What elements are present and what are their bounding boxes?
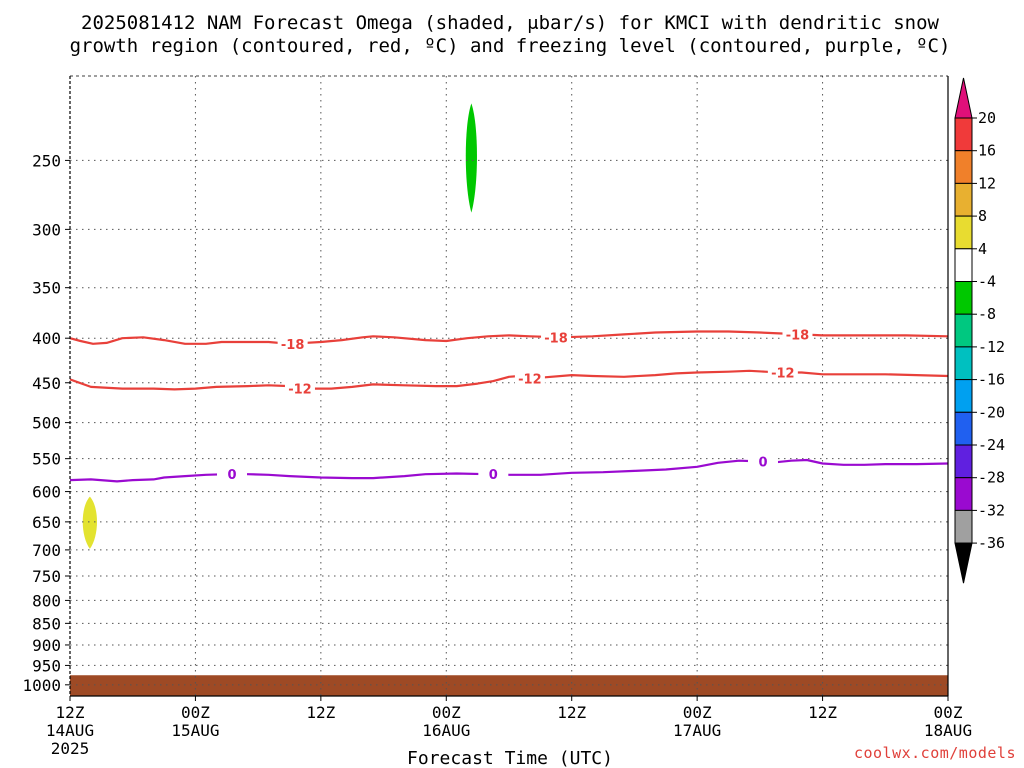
x-tick-label-48-1: 12Z	[557, 703, 586, 722]
colorbar-swatch-0	[954, 117, 973, 152]
colorbar-label-9: -20	[978, 403, 1005, 421]
colorbar-swatch-10	[954, 444, 973, 479]
y-tick-label-900: 900	[32, 636, 61, 655]
x-axis-label: Forecast Time (UTC)	[407, 748, 613, 768]
y-tick-label-350: 350	[32, 279, 61, 298]
colorbar-swatch-6	[954, 313, 973, 348]
y-tick-label-850: 850	[32, 614, 61, 633]
x-tick-label-12-1: 00Z	[181, 703, 210, 722]
x-tick-label-36-1: 00Z	[432, 703, 461, 722]
plot-area: -18 -18 -18 -12 -12 -12 0 0 0	[69, 75, 949, 697]
colorbar: 20 16 12 8 4 -4 -8 -12 -16 -20 -24 -28 -32 -36	[954, 77, 1005, 584]
colorbar-swatch-9	[954, 411, 973, 446]
y-tick-label-550: 550	[32, 450, 61, 469]
colorbar-swatch-12	[954, 509, 973, 544]
y-tick-label-650: 650	[32, 513, 61, 532]
colorbar-label-7: -12	[978, 338, 1005, 356]
colorbar-bottom-arrow	[954, 542, 973, 584]
x-tick-label-60-2: 17AUG	[673, 721, 721, 740]
y-tick-label-800: 800	[32, 591, 61, 610]
contour-line--18	[69, 330, 949, 345]
colorbar-label-1: 16	[978, 142, 996, 160]
colorbar-swatch-3	[954, 215, 973, 250]
credit-text[interactable]: coolwx.com/models	[854, 744, 1016, 762]
x-tick-label-0-3: 2025	[51, 739, 90, 758]
contour-line-0	[69, 458, 949, 483]
y-tick-label-450: 450	[32, 374, 61, 393]
contour-label--12-2: -12	[771, 367, 795, 382]
contour-label--18-1: -18	[544, 331, 568, 346]
colorbar-swatch-11	[954, 477, 973, 511]
colorbar-swatch-4	[954, 248, 973, 283]
omega-shaded-region-0	[465, 103, 477, 213]
colorbar-swatch-1	[954, 150, 973, 184]
contour-label-bg	[284, 380, 315, 396]
colorbar-swatch-5	[954, 281, 973, 315]
y-tick-label-300: 300	[32, 220, 61, 239]
colorbar-label-4: 4	[978, 240, 987, 258]
contour-line--12	[69, 369, 949, 391]
colorbar-label-11: -28	[978, 469, 1005, 487]
x-tick-label-24-1: 12Z	[306, 703, 335, 722]
y-axis-ticks: 250 300 350 400 450 500 550 600 650 700 750 800 850 9…	[22, 151, 70, 695]
contour-label-bg	[747, 453, 778, 469]
x-tick-label-0-2: 14AUG	[46, 721, 94, 740]
contour-label--18-2: -18	[786, 328, 810, 343]
colorbar-label-0: 20	[978, 109, 996, 127]
colorbar-label-2: 12	[978, 174, 996, 192]
x-tick-label-72-1: 12Z	[808, 703, 837, 722]
contour-label-bg	[217, 466, 248, 482]
contour-label-0-2: 0	[758, 455, 767, 470]
colorbar-label-3: 8	[978, 207, 987, 225]
x-tick-label-0-1: 12Z	[56, 703, 85, 722]
x-tick-label-36-2: 16AUG	[422, 721, 470, 740]
colorbar-swatch-8	[954, 379, 973, 413]
chart-title-line-2: growth region (contoured, red, ºC) and f…	[70, 35, 951, 57]
y-tick-label-400: 400	[32, 329, 61, 348]
x-tick-label-84-2: 18AUG	[924, 721, 972, 740]
y-tick-label-250: 250	[32, 151, 61, 170]
x-tick-label-60-1: 00Z	[683, 703, 712, 722]
x-tick-label-12-2: 15AUG	[171, 721, 219, 740]
contour-label--18-0: -18	[281, 338, 305, 353]
contour-label-bg	[767, 364, 798, 380]
y-tick-label-700: 700	[32, 541, 61, 560]
colorbar-top-arrow	[954, 77, 973, 119]
contour-label-bg	[782, 326, 813, 342]
colorbar-label-10: -24	[978, 436, 1005, 454]
contour-label--12-0: -12	[288, 383, 312, 398]
colorbar-swatch-7	[954, 346, 973, 381]
contour-label-bg	[277, 335, 308, 351]
contour-label-bg	[514, 370, 545, 386]
contour-label--12-1: -12	[518, 373, 542, 388]
omega-shaded-region-1	[82, 496, 97, 549]
contour-label-bg	[478, 466, 509, 482]
contour-label-0-0: 0	[227, 468, 236, 483]
contour-label-0-1: 0	[489, 468, 498, 483]
y-tick-label-500: 500	[32, 414, 61, 433]
y-tick-label-600: 600	[32, 483, 61, 502]
ground-fill	[70, 675, 948, 696]
colorbar-label-13: -36	[978, 534, 1005, 552]
x-tick-label-84-1: 00Z	[934, 703, 963, 722]
y-tick-label-750: 750	[32, 567, 61, 586]
y-tick-label-950: 950	[32, 656, 61, 675]
chart-title-line-1: 2025081412 NAM Forecast Omega (shaded, μ…	[81, 12, 939, 34]
y-tick-label-1000: 1000	[22, 676, 61, 695]
colorbar-swatch-2	[954, 182, 973, 217]
colorbar-label-6: -8	[978, 305, 996, 323]
colorbar-label-8: -16	[978, 371, 1005, 389]
contour-label-bg	[541, 329, 572, 345]
colorbar-label-12: -32	[978, 501, 1005, 519]
colorbar-label-5: -4	[978, 273, 996, 291]
